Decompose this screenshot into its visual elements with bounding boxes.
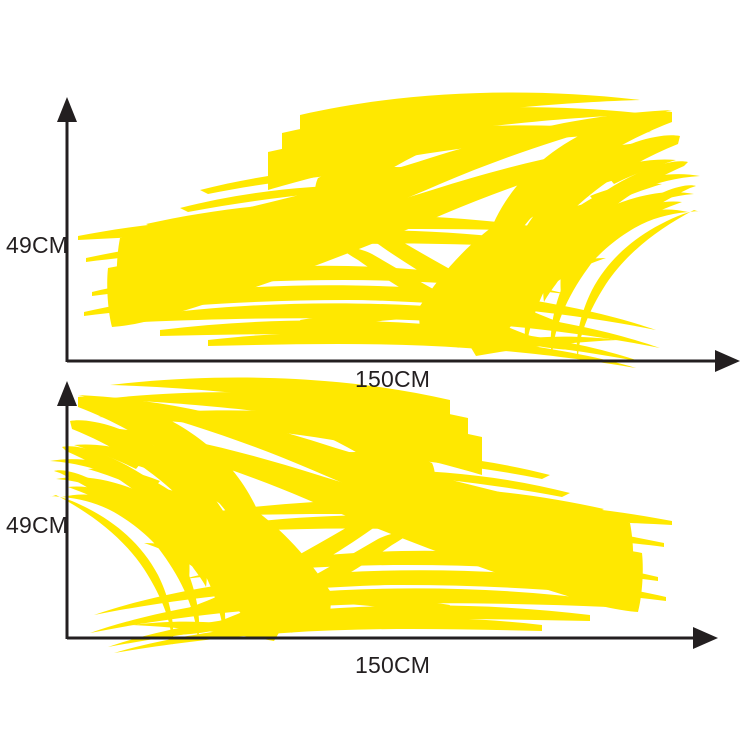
- height-dimension-label-top: 49CM: [6, 232, 69, 258]
- decal-panel-bottom: [0, 370, 750, 750]
- width-dimension-label-bottom: 150CM: [355, 652, 431, 678]
- width-dimension-label-top: 150CM: [355, 366, 431, 392]
- decal-panel-top: [0, 0, 750, 390]
- height-dimension-label-bottom: 49CM: [6, 512, 69, 538]
